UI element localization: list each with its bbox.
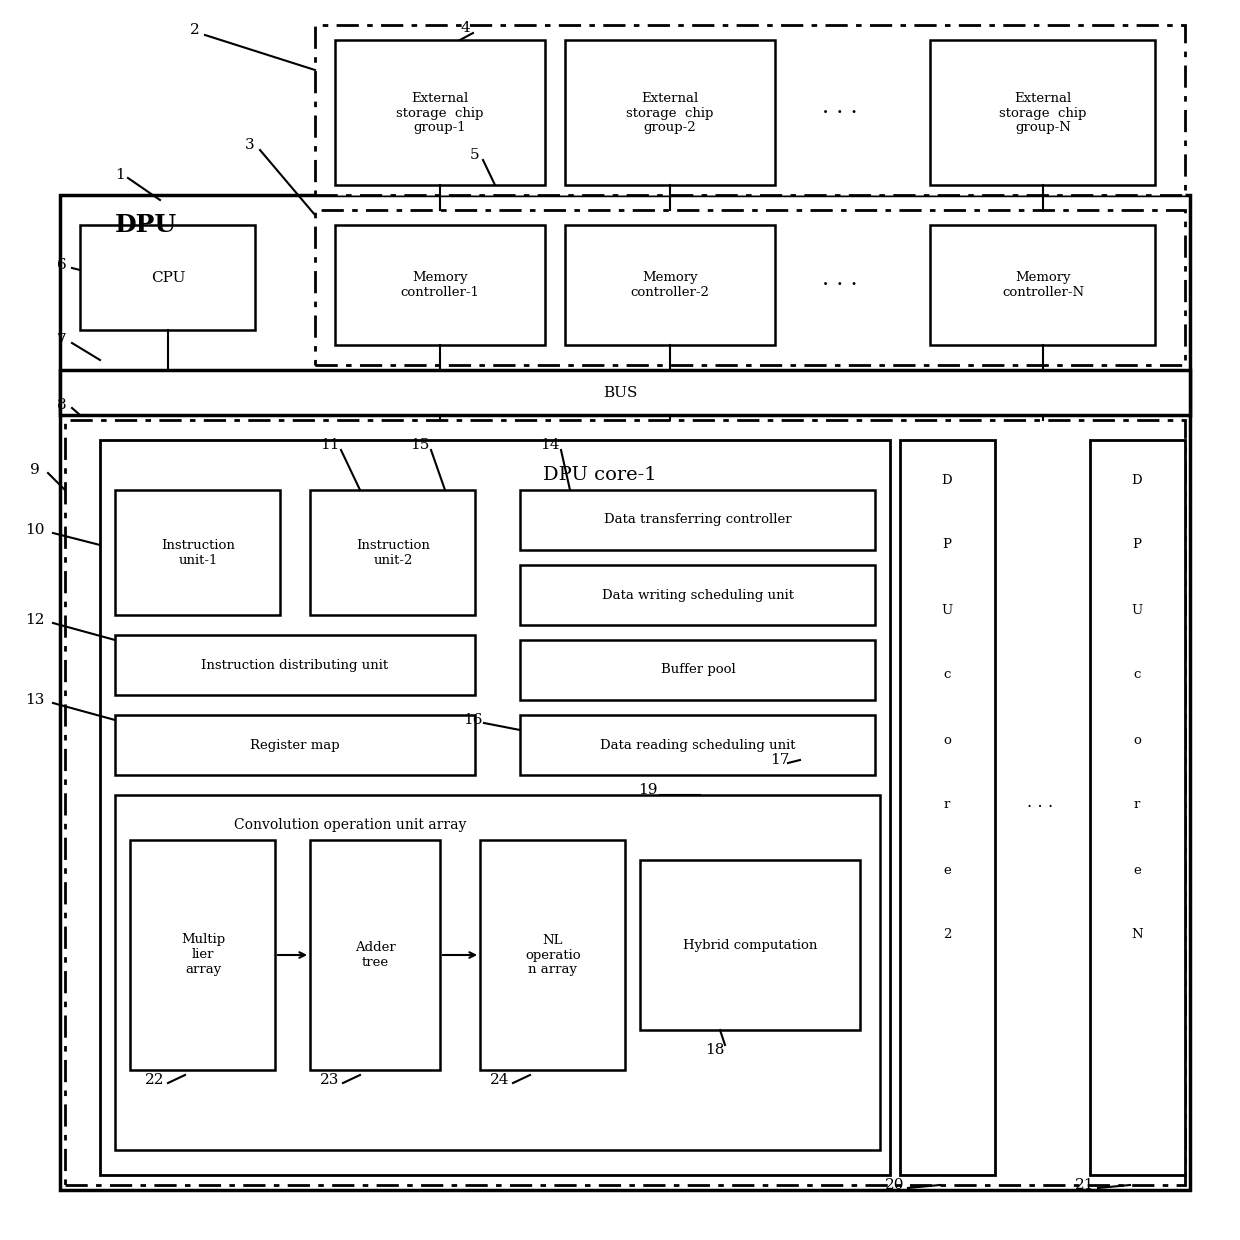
Text: 23: 23 bbox=[320, 1073, 340, 1087]
Text: o: o bbox=[1133, 734, 1141, 746]
Bar bbox=[900, 440, 994, 1176]
Text: c: c bbox=[1133, 668, 1141, 682]
Text: Memory
controller-1: Memory controller-1 bbox=[401, 272, 480, 299]
Text: 14: 14 bbox=[541, 438, 559, 453]
Text: 22: 22 bbox=[145, 1073, 165, 1087]
Text: CPU: CPU bbox=[151, 272, 185, 285]
Text: Hybrid computation: Hybrid computation bbox=[683, 939, 817, 951]
Text: 5: 5 bbox=[470, 148, 480, 162]
Bar bbox=[930, 224, 1154, 345]
Bar bbox=[520, 640, 875, 701]
Text: Instruction distributing unit: Instruction distributing unit bbox=[201, 658, 388, 672]
Text: Memory
controller-2: Memory controller-2 bbox=[631, 272, 709, 299]
Bar bbox=[130, 839, 275, 1070]
Text: r: r bbox=[1133, 799, 1141, 811]
Text: 2: 2 bbox=[942, 929, 951, 941]
Bar bbox=[115, 635, 475, 694]
Text: c: c bbox=[944, 668, 951, 682]
Text: Data writing scheduling unit: Data writing scheduling unit bbox=[601, 589, 794, 601]
Text: D: D bbox=[941, 474, 952, 486]
Text: DPU: DPU bbox=[115, 213, 177, 237]
Text: External
storage  chip
group-1: External storage chip group-1 bbox=[397, 92, 484, 134]
Text: Adder
tree: Adder tree bbox=[355, 941, 396, 968]
Bar bbox=[310, 839, 440, 1070]
Text: 18: 18 bbox=[706, 1043, 724, 1056]
Text: Register map: Register map bbox=[250, 739, 340, 751]
Text: Memory
controller-N: Memory controller-N bbox=[1002, 272, 1084, 299]
Text: 8: 8 bbox=[57, 398, 67, 412]
Text: Instruction
unit-1: Instruction unit-1 bbox=[161, 539, 234, 567]
Text: 19: 19 bbox=[639, 782, 657, 797]
Text: 11: 11 bbox=[320, 438, 340, 453]
Bar bbox=[1090, 440, 1185, 1176]
Bar bbox=[930, 40, 1154, 185]
Bar bbox=[335, 224, 546, 345]
Bar bbox=[335, 40, 546, 185]
Bar bbox=[480, 839, 625, 1070]
Text: 10: 10 bbox=[25, 523, 45, 537]
Text: 9: 9 bbox=[30, 463, 40, 477]
Text: 21: 21 bbox=[1075, 1178, 1095, 1192]
Bar bbox=[64, 420, 1185, 1185]
Text: e: e bbox=[944, 863, 951, 877]
Text: P: P bbox=[942, 538, 951, 552]
Bar bbox=[520, 490, 875, 551]
Text: NL
operatio
n array: NL operatio n array bbox=[526, 934, 580, 977]
Bar bbox=[115, 490, 280, 615]
Text: 2: 2 bbox=[190, 24, 200, 37]
Text: 16: 16 bbox=[464, 713, 482, 727]
Text: U: U bbox=[1131, 604, 1142, 616]
Bar bbox=[520, 715, 875, 775]
Text: 6: 6 bbox=[57, 258, 67, 272]
Text: N: N bbox=[1131, 929, 1143, 941]
Bar bbox=[81, 224, 255, 330]
Text: BUS: BUS bbox=[603, 386, 637, 401]
Text: 17: 17 bbox=[770, 753, 790, 768]
Bar bbox=[315, 210, 1185, 365]
Text: 4: 4 bbox=[460, 21, 470, 35]
Text: Buffer pool: Buffer pool bbox=[661, 663, 735, 677]
Text: 15: 15 bbox=[410, 438, 430, 453]
Text: 12: 12 bbox=[25, 613, 45, 627]
Text: 20: 20 bbox=[885, 1178, 905, 1192]
Text: Instruction
unit-2: Instruction unit-2 bbox=[356, 539, 430, 567]
Bar bbox=[100, 440, 890, 1176]
Text: r: r bbox=[944, 799, 950, 811]
Text: · · ·: · · · bbox=[1027, 800, 1053, 816]
Bar bbox=[565, 224, 775, 345]
Bar bbox=[565, 40, 775, 185]
Bar bbox=[115, 715, 475, 775]
Text: P: P bbox=[1132, 538, 1142, 552]
Text: Data reading scheduling unit: Data reading scheduling unit bbox=[600, 739, 796, 751]
Bar bbox=[640, 861, 861, 1030]
Text: Convolution operation unit array: Convolution operation unit array bbox=[234, 818, 466, 832]
Text: DPU core-1: DPU core-1 bbox=[543, 466, 657, 484]
Bar bbox=[520, 565, 875, 625]
Bar bbox=[115, 795, 880, 1149]
Text: 3: 3 bbox=[246, 138, 254, 153]
Text: 24: 24 bbox=[490, 1073, 510, 1087]
Text: U: U bbox=[941, 604, 952, 616]
Text: 1: 1 bbox=[115, 167, 125, 182]
Bar bbox=[60, 370, 1190, 415]
Text: · · ·: · · · bbox=[822, 274, 858, 296]
Text: D: D bbox=[1132, 474, 1142, 486]
Text: External
storage  chip
group-2: External storage chip group-2 bbox=[626, 92, 714, 134]
Text: · · ·: · · · bbox=[822, 102, 858, 124]
Text: e: e bbox=[1133, 863, 1141, 877]
Text: 13: 13 bbox=[25, 693, 45, 707]
Text: Data transferring controller: Data transferring controller bbox=[604, 513, 792, 527]
Bar bbox=[310, 490, 475, 615]
Text: Multip
lier
array: Multip lier array bbox=[181, 934, 226, 977]
Text: o: o bbox=[944, 734, 951, 746]
Text: External
storage  chip
group-N: External storage chip group-N bbox=[999, 92, 1086, 134]
Text: 7: 7 bbox=[57, 334, 67, 347]
Bar bbox=[315, 25, 1185, 195]
Bar bbox=[60, 195, 1190, 1190]
